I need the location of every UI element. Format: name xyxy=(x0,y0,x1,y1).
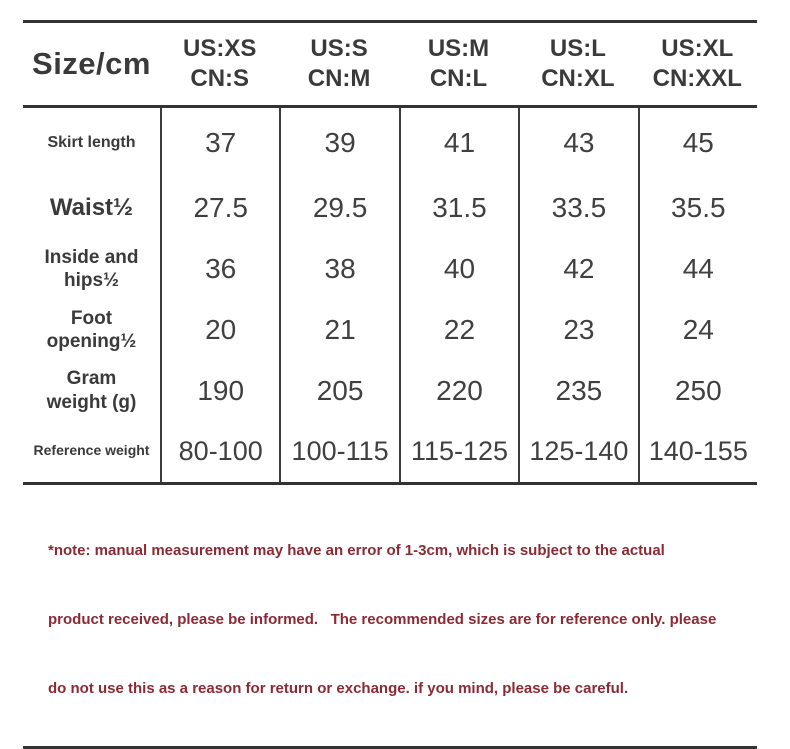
table-row-skirt-length: Skirt length 37 39 41 43 45 xyxy=(23,107,757,178)
cell-value: 140-155 xyxy=(637,420,757,482)
us-size-label: US:L xyxy=(549,35,606,62)
cell-value: 29.5 xyxy=(279,177,398,239)
cell-value: 27.5 xyxy=(160,177,279,239)
row-label-text: hips½ xyxy=(64,270,119,291)
table-row-reference-weight: Reference weight 80-100 100-115 115-125 … xyxy=(23,420,757,482)
cell-value: 44 xyxy=(637,238,757,300)
us-size-label: US:XL xyxy=(661,35,734,62)
cell-value: 35.5 xyxy=(637,177,757,239)
cell-value: 115-125 xyxy=(398,420,518,482)
cn-size-label: CN:S xyxy=(190,65,250,92)
row-label: Skirt length xyxy=(23,108,160,178)
cell-value: 250 xyxy=(637,360,757,421)
row-label: Foot opening½ xyxy=(23,300,160,361)
us-size-label: US:M xyxy=(427,35,490,62)
column-header-s: US:S CN:M xyxy=(279,23,398,105)
column-header-m: US:M CN:L xyxy=(399,23,518,105)
row-label-text: weight (g) xyxy=(46,391,137,413)
row-label: Reference weight xyxy=(23,421,160,482)
table-row-gram-weight: Gram weight (g) 190 205 220 235 250 xyxy=(23,360,757,421)
cell-value: 37 xyxy=(160,107,279,178)
cell-value: 33.5 xyxy=(518,177,637,239)
row-label: Inside and hips½ xyxy=(23,239,160,300)
measurement-note: *note: manual measurement may have an er… xyxy=(48,493,757,746)
column-header-xs: US:XS CN:S xyxy=(160,23,279,105)
cell-value: 31.5 xyxy=(398,177,518,239)
column-header-xl: US:XL CN:XXL xyxy=(638,23,757,105)
table-row-inside-hips: Inside and hips½ 36 38 40 42 44 xyxy=(23,238,757,300)
row-label-text: opening½ xyxy=(46,331,137,352)
size-chart-page: Size/cm US:XS CN:S US:S CN:M US:M CN:L U… xyxy=(23,0,757,749)
table-row-waist: Waist½ 27.5 29.5 31.5 33.5 35.5 xyxy=(23,177,757,239)
cell-value: 20 xyxy=(160,299,279,361)
top-divider xyxy=(23,20,757,23)
cell-value: 45 xyxy=(637,107,757,178)
cell-value: 24 xyxy=(637,299,757,361)
cell-value: 220 xyxy=(398,360,518,421)
cn-size-label: CN:XL xyxy=(541,65,615,92)
cell-value: 190 xyxy=(160,360,279,421)
cell-value: 125-140 xyxy=(518,420,637,482)
size-unit-header: Size/cm xyxy=(32,46,151,81)
note-line: *note: manual measurement may have an er… xyxy=(48,541,665,559)
cell-value: 21 xyxy=(279,299,398,361)
cell-value: 80-100 xyxy=(160,420,279,482)
cn-size-label: CN:M xyxy=(307,65,371,92)
column-header-l: US:L CN:XL xyxy=(518,23,637,105)
cell-value: 42 xyxy=(518,238,637,300)
row-label-text: Reference weight xyxy=(33,442,150,459)
cell-value: 43 xyxy=(518,107,637,178)
cell-value: 38 xyxy=(279,238,398,300)
cell-value: 22 xyxy=(398,299,518,361)
header-divider xyxy=(23,105,757,108)
cell-value: 100-115 xyxy=(279,420,398,482)
row-label-text: Waist½ xyxy=(49,194,134,222)
cell-value: 235 xyxy=(518,360,637,421)
table-header-row: Size/cm US:XS CN:S US:S CN:M US:M CN:L U… xyxy=(23,23,757,105)
us-size-label: US:XS xyxy=(183,35,257,62)
page-bottom-divider xyxy=(23,745,757,749)
cell-value: 40 xyxy=(398,238,518,300)
row-label: Gram weight (g) xyxy=(23,361,160,421)
row-label-text: Skirt length xyxy=(47,133,136,151)
note-line: product received, please be informed. Th… xyxy=(48,610,717,628)
cell-value: 36 xyxy=(160,238,279,300)
cell-value: 39 xyxy=(279,107,398,178)
cn-size-label: CN:L xyxy=(429,65,488,92)
us-size-label: US:S xyxy=(310,35,368,62)
row-label-text: Foot xyxy=(70,307,113,329)
table-row-foot-opening: Foot opening½ 20 21 22 23 24 xyxy=(23,299,757,361)
cn-size-label: CN:XXL xyxy=(652,65,742,92)
size-chart-body: Skirt length 37 39 41 43 45 Waist½ 27.5 … xyxy=(23,107,757,482)
cell-value: 23 xyxy=(518,299,637,361)
note-line: do not use this as a reason for return o… xyxy=(48,679,629,697)
row-label-text: Gram xyxy=(66,368,117,390)
row-label: Waist½ xyxy=(23,178,160,239)
row-label-text: Inside and xyxy=(44,246,139,268)
cell-value: 41 xyxy=(398,107,518,178)
cell-value: 205 xyxy=(279,360,398,421)
table-bottom-divider xyxy=(23,481,757,485)
